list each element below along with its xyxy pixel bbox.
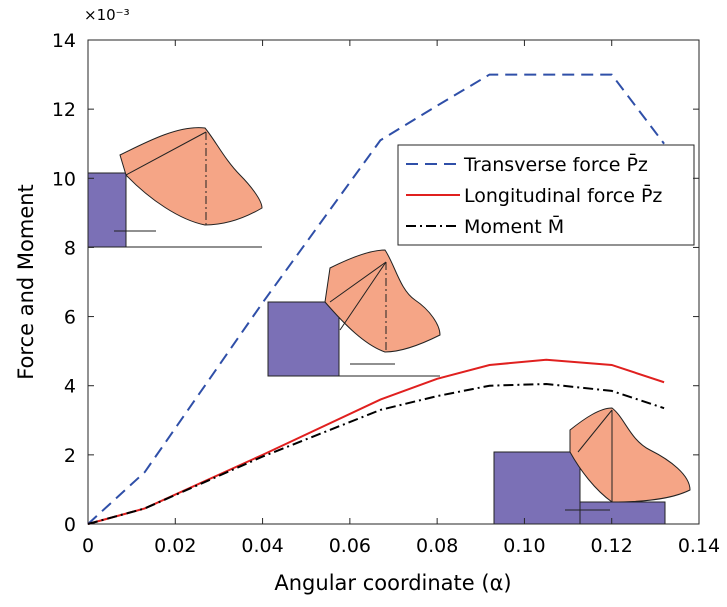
x-tick-label: 0.02 [154, 535, 196, 557]
y-tick-label: 12 [52, 99, 76, 121]
y-multiplier: ×10⁻³ [84, 6, 130, 24]
plot-frame [87, 39, 700, 525]
y-tick-label: 2 [64, 445, 76, 467]
series-line [87, 73, 665, 525]
x-axis-label: Angular coordinate (α) [274, 571, 511, 595]
x-tick-label: 0.12 [591, 535, 633, 557]
y-axis-label: Force and Moment [14, 184, 38, 380]
y-tick-label: 8 [64, 237, 76, 259]
x-tick-label: 0.06 [329, 535, 371, 557]
x-tick-label: 0.10 [503, 535, 545, 557]
legend-label: Moment M̄ [464, 214, 564, 238]
y-tick-label: 14 [52, 30, 76, 52]
illustration [87, 127, 263, 248]
illustration [493, 407, 691, 525]
series-line [87, 382, 665, 525]
y-tick-label: 6 [64, 307, 76, 329]
y-tick-label: 4 [64, 376, 76, 398]
illustration [267, 249, 441, 377]
legend-label: Longitudinal force P̄z [464, 183, 662, 207]
y-tick-label: 10 [52, 168, 76, 190]
legend-label: Transverse force P̄z [463, 152, 648, 176]
y-tick-label: 0 [64, 514, 76, 536]
legend: Transverse force P̄z Longitudinal force P… [397, 144, 695, 246]
x-tick-label: 0 [82, 535, 94, 557]
x-tick-label: 0.04 [241, 535, 283, 557]
x-tick-label: 0.14 [678, 535, 720, 557]
x-tick-label: 0.08 [416, 535, 458, 557]
